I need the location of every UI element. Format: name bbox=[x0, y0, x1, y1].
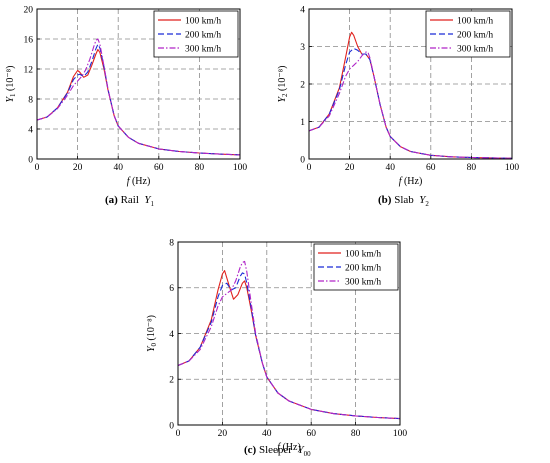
y-tick-label: 12 bbox=[24, 65, 34, 75]
caption-rail: (a) Rail Y1 bbox=[105, 194, 155, 209]
y-tick-label: 4 bbox=[28, 125, 33, 135]
y-tick-label: 4 bbox=[169, 330, 174, 340]
legend-label-3: 300 km/h bbox=[185, 44, 221, 54]
legend-label-3: 300 km/h bbox=[457, 44, 493, 54]
plot-frame bbox=[36, 8, 241, 160]
x-tick-label: 20 bbox=[345, 163, 355, 173]
y-axis-label: Y2 (10⁻⁸) bbox=[277, 66, 289, 103]
x-tick-label: 40 bbox=[113, 163, 123, 173]
x-tick-label: 40 bbox=[385, 163, 395, 173]
caption-sleeper: (c) Sleeper Y00 bbox=[244, 444, 311, 459]
x-tick-label: 20 bbox=[218, 429, 228, 439]
y-axis-label: Y1 (10⁻⁸) bbox=[5, 66, 17, 103]
x-tick-label: 60 bbox=[306, 429, 316, 439]
y-tick-label: 4 bbox=[300, 5, 305, 15]
chart-panel-rail: 0 20 40 60 80 100 0 4 8 12 16 20 f (Hz) Y1 (10⁻⁸) 100 … bbox=[5, 5, 247, 187]
x-tick-label: 100 bbox=[233, 163, 248, 173]
x-tick-label: 100 bbox=[393, 429, 408, 439]
x-tick-label: 100 bbox=[505, 163, 520, 173]
legend: 100 km/h 200 km/h 300 km/h bbox=[425, 10, 511, 58]
x-tick-label: 0 bbox=[307, 163, 312, 173]
y-tick-label: 0 bbox=[28, 155, 33, 165]
legend: 100 km/h 200 km/h 300 km/h bbox=[313, 243, 399, 291]
y-tick-label: 8 bbox=[169, 238, 174, 248]
x-tick-label: 60 bbox=[154, 163, 164, 173]
x-tick-label: 0 bbox=[176, 429, 181, 439]
y-tick-label: 16 bbox=[24, 35, 34, 45]
x-axis-label: f (Hz) bbox=[399, 176, 423, 187]
legend-label-1: 100 km/h bbox=[345, 249, 381, 259]
y-tick-label: 2 bbox=[300, 80, 305, 90]
chart-panel-sleeper: 0 20 40 60 80 100 0 2 4 6 8 f (Hz) Y0 (10⁻⁸) 100 km/h… bbox=[146, 238, 407, 453]
x-axis-label: f (Hz) bbox=[127, 176, 151, 187]
y-axis-label: Y0 (10⁻⁸) bbox=[146, 315, 158, 352]
series-line-1 bbox=[36, 48, 241, 156]
y-tick-label: 2 bbox=[169, 376, 174, 386]
y-tick-label: 1 bbox=[300, 118, 305, 128]
series-line-3 bbox=[36, 38, 241, 156]
legend-label-2: 200 km/h bbox=[345, 263, 381, 273]
legend-label-2: 200 km/h bbox=[185, 30, 221, 40]
chart-panel-slab: 0 20 40 60 80 100 0 1 2 3 4 f (Hz) Y2 (10⁻⁸) 100 km/h… bbox=[277, 5, 519, 187]
caption-slab: (b) Slab Y2 bbox=[378, 194, 429, 209]
legend-label-1: 100 km/h bbox=[457, 16, 493, 26]
series-line-3 bbox=[177, 260, 401, 420]
x-tick-label: 80 bbox=[467, 163, 477, 173]
x-axis-label: f (Hz) bbox=[277, 442, 301, 453]
y-tick-label: 0 bbox=[169, 421, 174, 431]
x-tick-label: 60 bbox=[426, 163, 436, 173]
x-tick-label: 80 bbox=[351, 429, 361, 439]
series-line-2 bbox=[308, 47, 513, 159]
x-tick-label: 80 bbox=[195, 163, 205, 173]
y-tick-label: 0 bbox=[300, 155, 305, 165]
y-tick-label: 6 bbox=[169, 284, 174, 294]
x-tick-label: 40 bbox=[262, 429, 272, 439]
x-tick-label: 20 bbox=[73, 163, 83, 173]
x-tick-label: 0 bbox=[35, 163, 40, 173]
legend: 100 km/h 200 km/h 300 km/h bbox=[153, 10, 239, 58]
legend-label-1: 100 km/h bbox=[185, 16, 221, 26]
legend-label-2: 200 km/h bbox=[457, 30, 493, 40]
y-tick-label: 3 bbox=[300, 43, 305, 53]
series-line-1 bbox=[177, 270, 401, 420]
series-line-2 bbox=[36, 43, 241, 156]
legend-label-3: 300 km/h bbox=[345, 277, 381, 287]
series-line-2 bbox=[177, 272, 401, 420]
y-tick-label: 20 bbox=[24, 5, 34, 15]
y-tick-label: 8 bbox=[28, 95, 33, 105]
series-line-3 bbox=[308, 51, 513, 159]
